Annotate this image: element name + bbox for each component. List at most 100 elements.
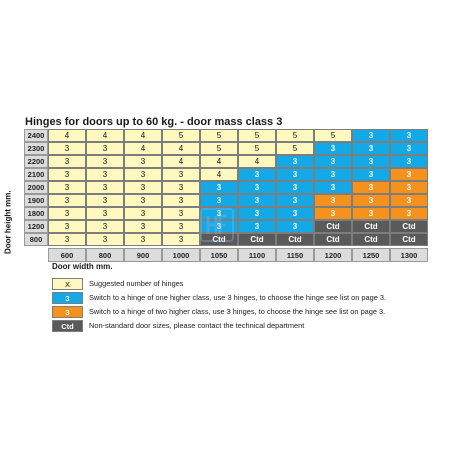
table-cell: 3 <box>352 155 390 168</box>
table-cell: 3 <box>314 181 352 194</box>
table-cell: Ctd <box>200 233 238 246</box>
y-axis-label: Door height mm. <box>3 190 13 254</box>
table-cell: 4 <box>162 155 200 168</box>
table-cell: 4 <box>200 168 238 181</box>
table-cell: 4 <box>86 129 124 142</box>
table-cell: 3 <box>390 207 428 220</box>
watermark-logo-icon <box>200 208 234 242</box>
table-cell: 3 <box>86 220 124 233</box>
table-cell: 3 <box>390 168 428 181</box>
table-cell: 3 <box>276 168 314 181</box>
table-cell: 3 <box>352 142 390 155</box>
table-cell: 3 <box>124 207 162 220</box>
row-header: 1900 <box>24 194 48 207</box>
x-axis-label: Door width mm. <box>52 262 113 271</box>
table-cell: 3 <box>48 155 86 168</box>
row-header: 2100 <box>24 168 48 181</box>
table-cell: 3 <box>86 207 124 220</box>
table-cell: 3 <box>200 181 238 194</box>
table-cell: 3 <box>162 220 200 233</box>
row-header: 1200 <box>24 220 48 233</box>
table-cell: 3 <box>390 142 428 155</box>
table-cell: 4 <box>238 155 276 168</box>
table-cell: 5 <box>276 142 314 155</box>
table-cell: 3 <box>276 207 314 220</box>
table-cell: 3 <box>162 181 200 194</box>
table-cell: 3 <box>238 194 276 207</box>
table-cell: 3 <box>390 181 428 194</box>
chart-title: Hinges for doors up to 60 kg. - door mas… <box>25 116 283 128</box>
table-cell: 3 <box>352 129 390 142</box>
table-cell: 3 <box>162 233 200 246</box>
row-header: 2000 <box>24 181 48 194</box>
table-cell: 3 <box>276 220 314 233</box>
table-cell: 3 <box>124 220 162 233</box>
table-cell: 3 <box>352 194 390 207</box>
table-cell: 3 <box>352 207 390 220</box>
legend-text: Non-standard door sizes, please contact … <box>89 321 305 330</box>
legend-swatch: Ctd <box>52 320 83 332</box>
row-header: 2400 <box>24 129 48 142</box>
table-cell: 3 <box>124 155 162 168</box>
table-cell: 3 <box>352 168 390 181</box>
table-cell: 3 <box>238 168 276 181</box>
table-cell: 3 <box>86 194 124 207</box>
table-cell: 3 <box>238 220 276 233</box>
table-cell: 3 <box>48 233 86 246</box>
table-cell: 5 <box>162 129 200 142</box>
table-cell: 3 <box>238 207 276 220</box>
table-cell: 5 <box>200 142 238 155</box>
table-cell: 3 <box>162 194 200 207</box>
table-cell: Ctd <box>314 220 352 233</box>
table-cell: 3 <box>48 142 86 155</box>
legend-swatch: X <box>52 278 83 290</box>
table-cell: 5 <box>200 129 238 142</box>
table-cell: 3 <box>390 129 428 142</box>
column-header: 1250 <box>352 248 390 262</box>
table-cell: 3 <box>124 233 162 246</box>
table-cell: 4 <box>48 129 86 142</box>
table-cell: 3 <box>124 168 162 181</box>
table-cell: 5 <box>314 129 352 142</box>
table-cell: 3 <box>352 181 390 194</box>
row-header: 800 <box>24 233 48 246</box>
table-cell: 3 <box>314 142 352 155</box>
table-cell: 3 <box>124 181 162 194</box>
table-cell: 3 <box>276 155 314 168</box>
table-cell: 3 <box>86 233 124 246</box>
legend-text: Switch to a hinge of two higher class, u… <box>89 307 386 316</box>
table-cell: 3 <box>276 194 314 207</box>
column-header: 900 <box>124 248 162 262</box>
table-cell: 3 <box>86 181 124 194</box>
table-cell: Ctd <box>276 233 314 246</box>
table-cell: Ctd <box>238 233 276 246</box>
row-header: 2200 <box>24 155 48 168</box>
table-cell: 3 <box>314 194 352 207</box>
legend-text: Switch to a hinge of one higher class, u… <box>89 293 387 302</box>
column-header: 800 <box>86 248 124 262</box>
column-header: 1100 <box>238 248 276 262</box>
table-cell: 3 <box>314 168 352 181</box>
table-cell: Ctd <box>352 220 390 233</box>
table-cell: 3 <box>390 155 428 168</box>
table-cell: 3 <box>48 220 86 233</box>
table-cell: 3 <box>276 181 314 194</box>
table-cell: 4 <box>124 129 162 142</box>
legend-swatch: 3 <box>52 306 83 318</box>
column-header: 1000 <box>162 248 200 262</box>
table-cell: 3 <box>86 142 124 155</box>
column-header: 1300 <box>390 248 428 262</box>
table-cell: 3 <box>200 194 238 207</box>
table-cell: Ctd <box>390 220 428 233</box>
table-cell: 5 <box>238 129 276 142</box>
legend-text: Suggested number of hinges <box>89 279 184 288</box>
table-cell: 3 <box>238 181 276 194</box>
column-header: 1150 <box>276 248 314 262</box>
table-cell: 3 <box>314 155 352 168</box>
table-cell: 3 <box>162 207 200 220</box>
table-cell: 3 <box>48 194 86 207</box>
column-header: 1200 <box>314 248 352 262</box>
table-cell: 3 <box>86 168 124 181</box>
row-header: 1800 <box>24 207 48 220</box>
table-cell: Ctd <box>390 233 428 246</box>
